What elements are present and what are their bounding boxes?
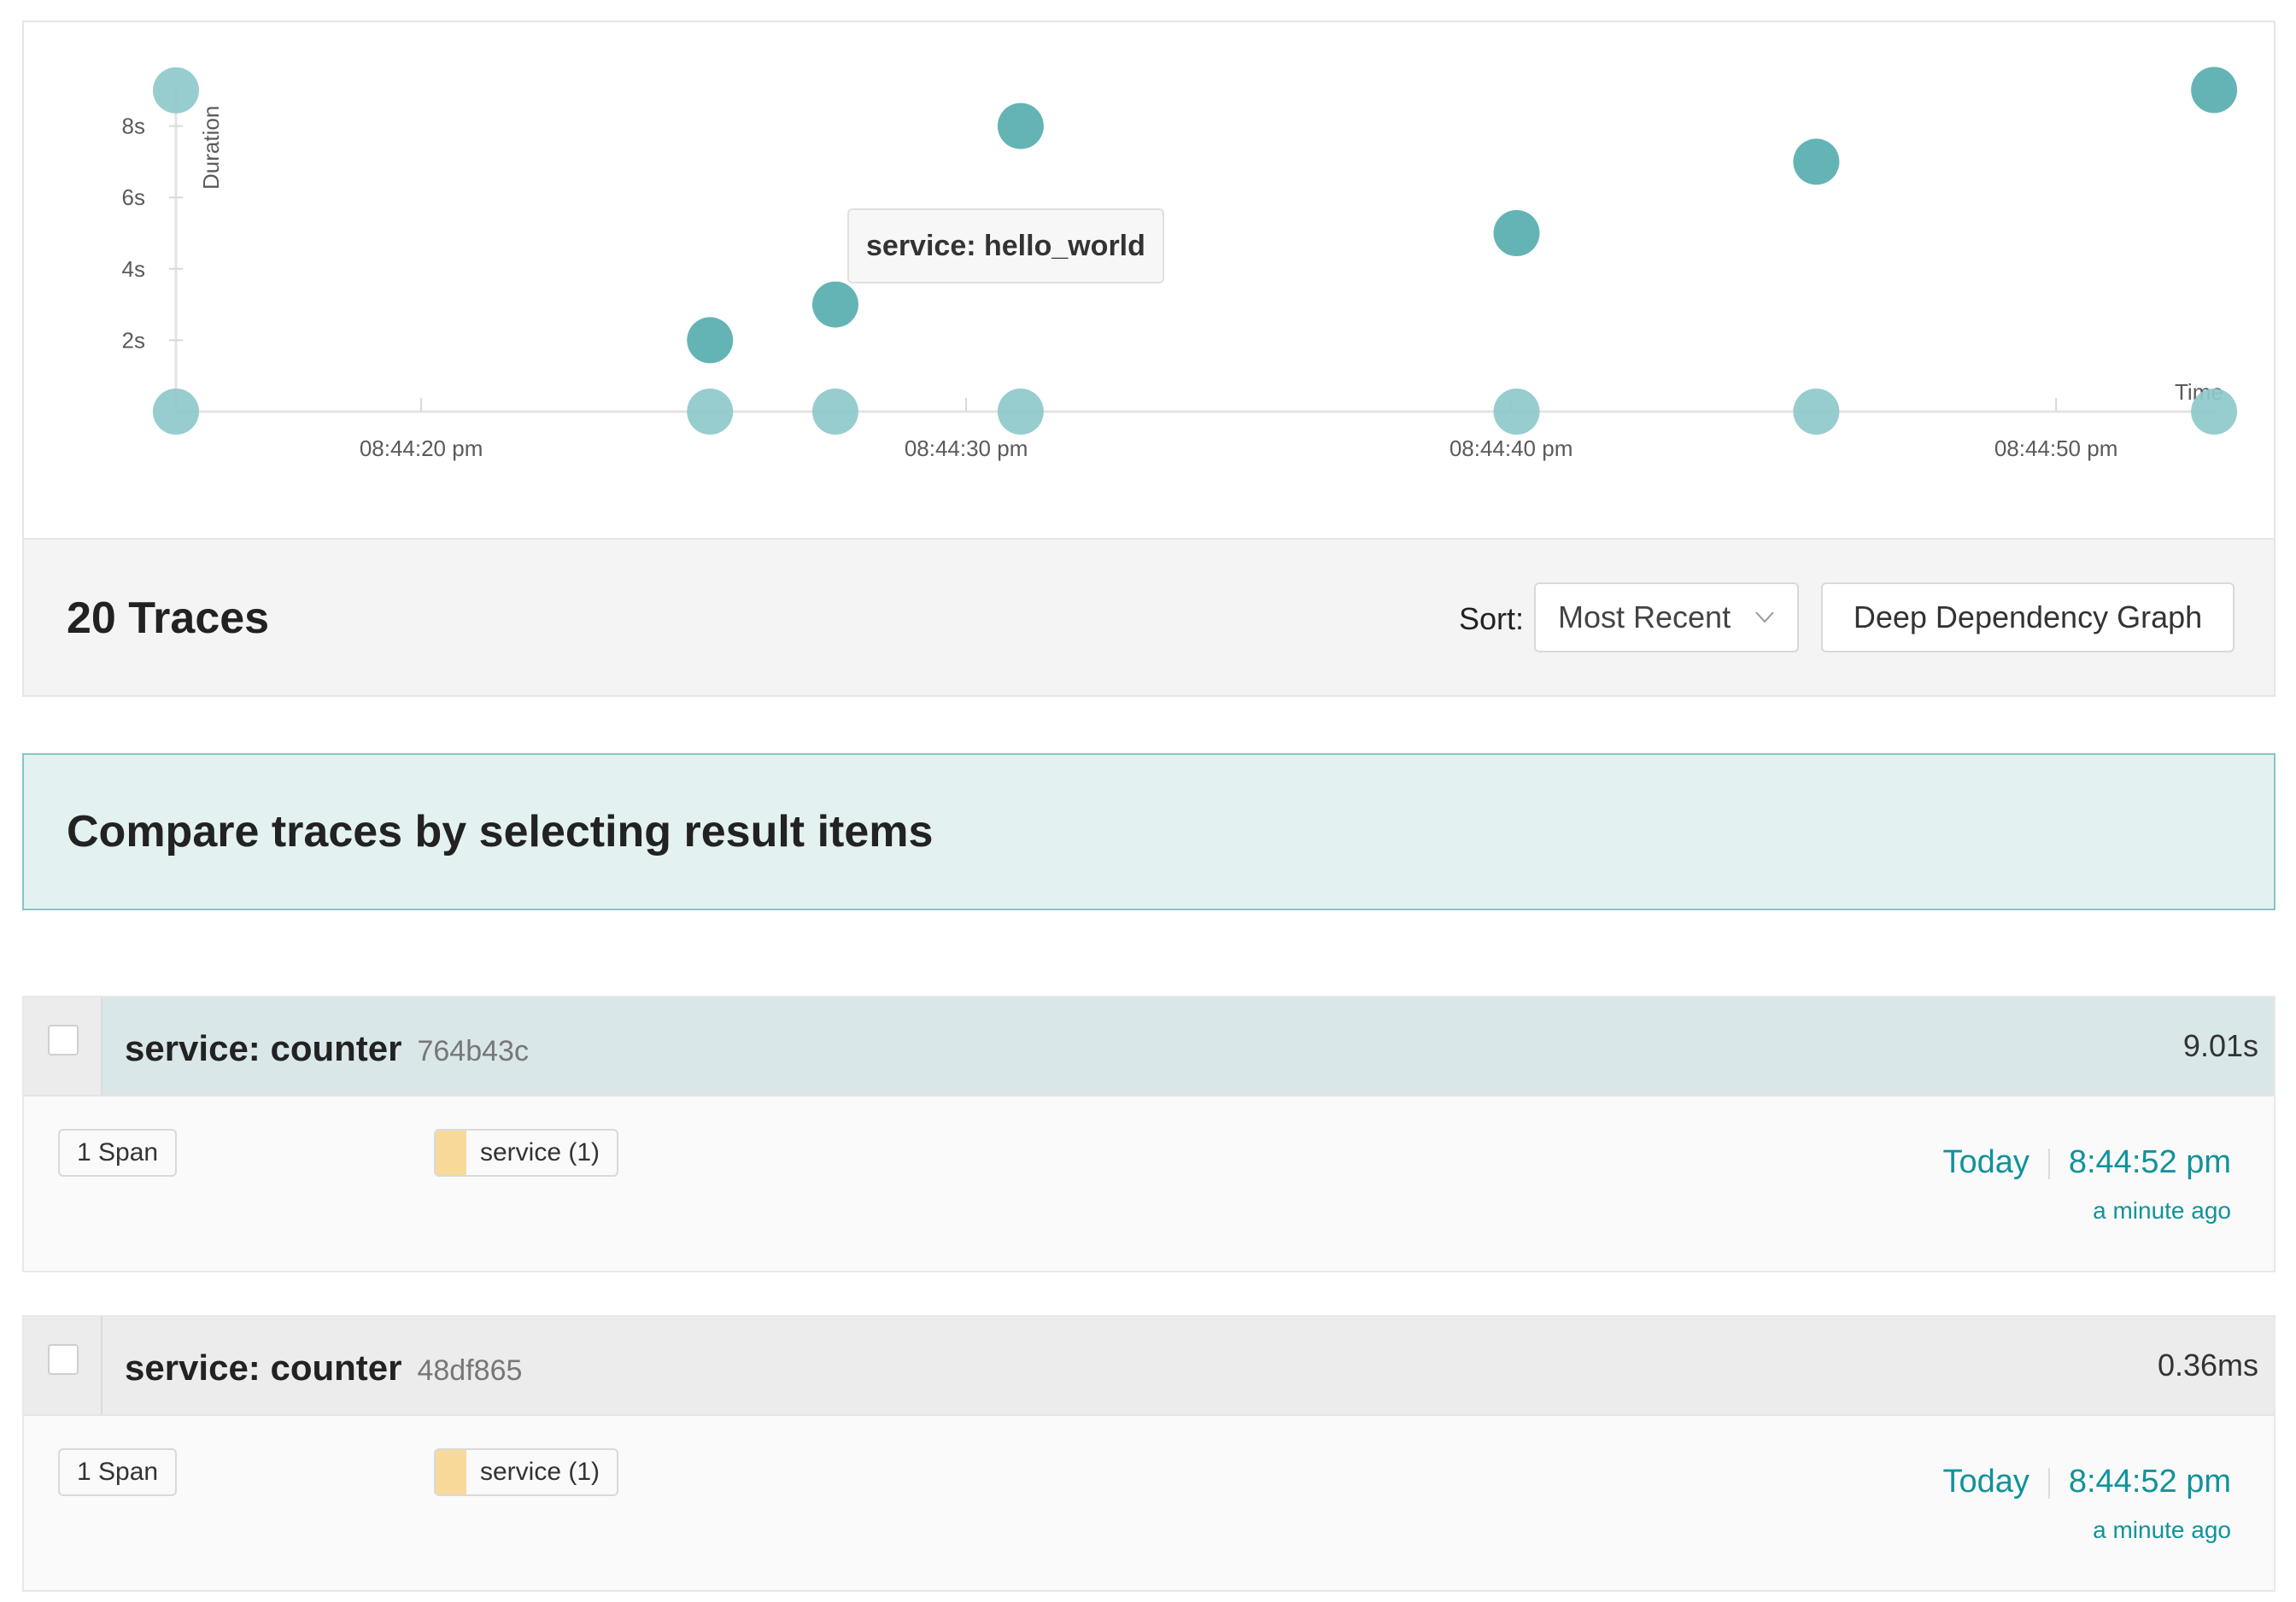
trace-title[interactable]: service: counter 48df865	[125, 1348, 522, 1389]
scatter-point[interactable]	[153, 67, 199, 114]
y-tick-label: 6s	[122, 184, 145, 210]
time-divider	[2047, 1148, 2050, 1179]
scatter-point[interactable]	[2191, 67, 2238, 114]
trace-title-cell[interactable]: service: counter 764b43c 9.01s	[102, 997, 2267, 1095]
trace-card-header[interactable]: service: counter 764b43c 9.01s	[24, 997, 2274, 1095]
trace-title-cell[interactable]: service: counter 48df865 0.36ms	[102, 1317, 2267, 1414]
trace-result-item: service: counter 764b43c 9.01s 1 Span ser…	[22, 996, 2276, 1272]
scatter-point[interactable]	[997, 102, 1044, 149]
plot-tooltip: service: hello_world	[847, 208, 1164, 284]
service-tag: service (1)	[434, 1448, 619, 1496]
trace-relative-time: a minute ago	[2093, 1517, 2231, 1543]
scatter-point[interactable]	[153, 389, 199, 435]
trace-day: Today	[1942, 1144, 2030, 1180]
y-tick-label: 8s	[122, 114, 145, 139]
y-axis-title: Duration	[198, 106, 224, 190]
results-header: 20 Traces Sort: Most Recent Deep Depende…	[22, 538, 2276, 697]
y-tick-label: 4s	[122, 256, 145, 282]
service-tag: service (1)	[434, 1129, 619, 1177]
scatter-point[interactable]	[1793, 389, 1840, 435]
sort-select[interactable]: Most Recent	[1534, 582, 1799, 652]
trace-scatter-plot: 08:44:20 pm 08:44:30 pm 08:44:40 pm 08:44:5…	[22, 20, 2276, 538]
scatter-plot-svg: 08:44:20 pm 08:44:30 pm 08:44:40 pm 08:44:5…	[122, 67, 2238, 461]
select-trace-checkbox[interactable]	[48, 1344, 79, 1375]
trace-card-body: 1 Span service (1) Today 8:44:52 pm a min…	[24, 1095, 2274, 1271]
x-tick-label: 08:44:40 pm	[1450, 436, 1573, 461]
trace-card-body: 1 Span service (1) Today 8:44:52 pm a min…	[24, 1414, 2274, 1590]
trace-day: Today	[1942, 1464, 2030, 1500]
sort-select-value: Most Recent	[1558, 599, 1731, 634]
scatter-point[interactable]	[1793, 138, 1840, 185]
trace-title-text: service: counter	[125, 1028, 402, 1068]
service-tag-label: service (1)	[480, 1138, 600, 1166]
compare-banner: Compare traces by selecting result items	[22, 753, 2276, 910]
plot-axes: 08:44:20 pm 08:44:30 pm 08:44:40 pm 08:44:5…	[122, 85, 2223, 461]
compare-banner-text: Compare traces by selecting result items	[67, 807, 934, 857]
x-tick-label: 08:44:50 pm	[1994, 436, 2118, 461]
select-trace-checkbox[interactable]	[48, 1025, 79, 1055]
trace-id: 48df865	[417, 1354, 523, 1387]
service-color-swatch	[436, 1450, 466, 1494]
select-cell	[24, 1317, 102, 1414]
plot-points[interactable]	[153, 67, 2238, 435]
trace-time: 8:44:52 pm	[2068, 1144, 2231, 1180]
chevron-down-icon	[1754, 584, 1775, 676]
scatter-point[interactable]	[997, 389, 1044, 435]
scatter-point[interactable]	[687, 389, 734, 435]
scatter-point[interactable]	[1493, 389, 1540, 435]
span-count-tag: 1 Span	[58, 1448, 178, 1496]
trace-start-time: Today 8:44:52 pm	[1942, 1464, 2231, 1500]
service-color-swatch	[436, 1131, 466, 1175]
trace-start-time: Today 8:44:52 pm	[1942, 1144, 2231, 1181]
deep-dependency-graph-button[interactable]: Deep Dependency Graph	[1821, 582, 2234, 652]
scatter-point[interactable]	[687, 317, 734, 364]
trace-id: 764b43c	[417, 1035, 529, 1067]
trace-card-header[interactable]: service: counter 48df865 0.36ms	[24, 1317, 2274, 1414]
scatter-point[interactable]	[811, 389, 858, 435]
trace-duration: 0.36ms	[2157, 1348, 2258, 1383]
sort-label: Sort:	[1459, 601, 1525, 636]
select-cell	[24, 997, 102, 1095]
x-tick-label: 08:44:30 pm	[905, 436, 1028, 461]
scatter-point[interactable]	[2191, 389, 2238, 435]
scatter-point[interactable]	[1493, 210, 1540, 256]
y-tick-label: 2s	[122, 327, 145, 353]
traces-count: 20 Traces	[67, 593, 270, 643]
trace-title-text: service: counter	[125, 1348, 402, 1388]
span-count-tag: 1 Span	[58, 1129, 178, 1177]
x-tick-label: 08:44:20 pm	[360, 436, 483, 461]
trace-time: 8:44:52 pm	[2068, 1464, 2231, 1500]
time-divider	[2047, 1467, 2050, 1499]
trace-duration: 9.01s	[2182, 1028, 2258, 1063]
service-tag-label: service (1)	[480, 1458, 600, 1486]
trace-title[interactable]: service: counter 764b43c	[125, 1028, 529, 1069]
trace-relative-time: a minute ago	[2093, 1197, 2231, 1224]
trace-result-item: service: counter 48df865 0.36ms 1 Span se…	[22, 1315, 2276, 1592]
scatter-point[interactable]	[811, 281, 858, 328]
